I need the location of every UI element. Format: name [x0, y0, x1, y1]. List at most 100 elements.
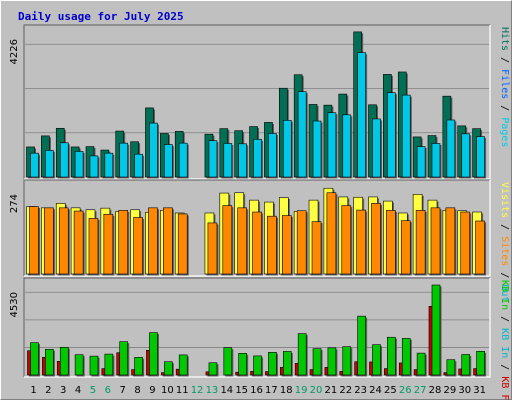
legend-entry: / — [499, 218, 510, 236]
sites-bar — [222, 205, 233, 275]
legend-entry: / — [499, 310, 510, 328]
panel-2: 274 Visits / Sites / Out — [9, 179, 510, 302]
legend-entry: KB In — [499, 280, 510, 310]
day-label: 19 — [295, 385, 308, 396]
files-bar — [164, 144, 173, 178]
kb-in-bar — [342, 346, 352, 376]
sites-bar — [88, 218, 99, 275]
day-label: 28 — [429, 385, 442, 396]
files-bar — [223, 143, 233, 178]
files-bar — [327, 112, 337, 178]
kb-in-bar — [416, 352, 426, 376]
day-label: 4 — [75, 385, 81, 396]
files-bar — [268, 133, 277, 178]
kb-in-bar — [30, 342, 39, 376]
kb-in-bar — [476, 350, 485, 376]
legend-entry: / — [499, 266, 510, 284]
legend-entry: Files — [499, 69, 510, 99]
day-label: 25 — [384, 385, 397, 396]
day-label: 21 — [325, 385, 338, 396]
legend-entry: Hits — [499, 27, 510, 51]
files-bar — [119, 142, 129, 178]
day-label: 24 — [369, 385, 382, 396]
legend-entry: KB F — [499, 376, 510, 400]
files-bar — [208, 140, 218, 178]
kb-in-bar — [89, 355, 99, 376]
sites-bar — [163, 207, 173, 275]
files-bar — [149, 122, 158, 178]
day-label: 18 — [280, 385, 293, 396]
files-bar — [401, 94, 411, 178]
panel-legend: Hits / Files / Pages — [499, 27, 510, 147]
files-bar — [45, 150, 54, 178]
day-label: 3 — [60, 385, 66, 396]
legend-entry: Sites — [499, 236, 510, 266]
panel-border-dark — [23, 179, 490, 276]
sites-bar — [252, 211, 262, 275]
day-label: 27 — [414, 385, 427, 396]
kb-in-bar — [312, 348, 322, 376]
day-label: 30 — [458, 385, 471, 396]
sites-bar — [311, 221, 322, 275]
sites-bar — [475, 220, 485, 275]
kb-in-bar — [134, 357, 143, 376]
day-label: 26 — [399, 385, 412, 396]
kb-in-bar — [178, 354, 188, 376]
day-label: 14 — [220, 385, 233, 396]
day-label: 9 — [149, 385, 155, 396]
sites-bar — [267, 215, 277, 275]
sites-bar — [341, 205, 352, 275]
day-label: 16 — [250, 385, 263, 396]
day-label: 2 — [45, 385, 51, 396]
kb-in-bar — [238, 353, 247, 376]
day-label: 8 — [134, 385, 140, 396]
sites-bar — [133, 217, 143, 275]
day-label: 7 — [120, 385, 126, 396]
files-bar — [59, 142, 69, 178]
files-bar — [342, 114, 352, 178]
sites-bar — [148, 207, 158, 275]
files-bar — [461, 133, 471, 178]
legend-entry: / — [499, 99, 510, 117]
kb-in-bar — [149, 332, 158, 376]
files-bar — [297, 91, 307, 178]
sites-bar — [430, 207, 441, 275]
files-bar — [74, 151, 84, 178]
panel-max-label: 4530 — [9, 292, 20, 317]
chart-title: Daily usage for July 2025 — [18, 10, 184, 23]
kb-in-bar — [357, 315, 366, 376]
day-label: 12 — [191, 385, 204, 396]
kb-in-bar — [282, 351, 292, 376]
day-label: 5 — [90, 385, 96, 396]
kb-in-bar — [372, 344, 381, 376]
files-bar — [446, 119, 456, 178]
kb-in-bar — [268, 352, 277, 376]
files-bar — [238, 143, 247, 178]
legend-entry: Visits — [499, 182, 510, 218]
sites-bar — [177, 213, 188, 275]
kb-in-bar — [297, 333, 307, 376]
day-label: 11 — [176, 385, 189, 396]
legend-entry: Out — [499, 284, 510, 302]
kb-in-bar — [119, 341, 129, 376]
panel-border-dark — [23, 277, 490, 377]
day-label: 20 — [310, 385, 323, 396]
kb-in-bar — [446, 359, 456, 376]
day-label: 15 — [235, 385, 248, 396]
kb-in-bar — [401, 338, 411, 376]
sites-bar — [58, 207, 69, 275]
day-label: 31 — [473, 385, 486, 396]
day-label: 10 — [161, 385, 174, 396]
sites-bar — [118, 210, 129, 275]
sites-bar — [460, 211, 471, 275]
kb-in-bar — [387, 336, 396, 376]
panel-border-light — [24, 278, 491, 378]
kb-in-bar — [253, 355, 262, 376]
legend-entry: / — [499, 51, 510, 69]
kb-in-bar — [208, 362, 218, 376]
sites-bar — [371, 203, 381, 275]
panel-border-dark — [23, 24, 490, 179]
day-label: 23 — [354, 385, 367, 396]
kb-in-bar — [74, 354, 84, 376]
